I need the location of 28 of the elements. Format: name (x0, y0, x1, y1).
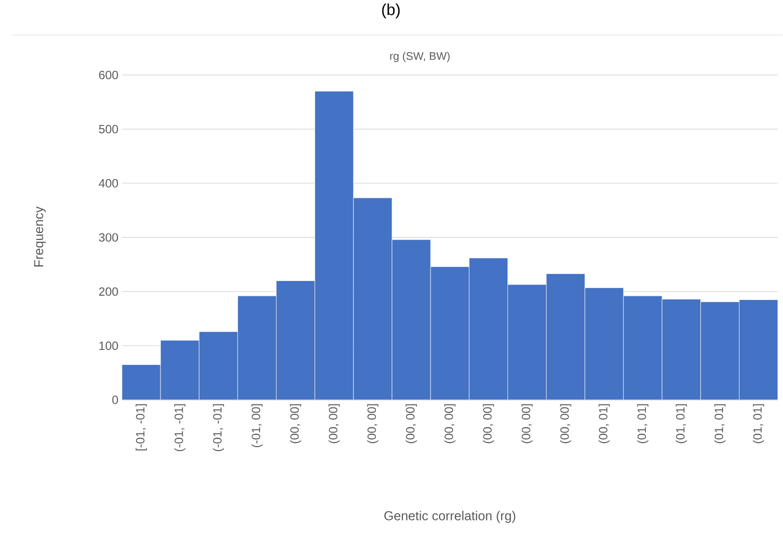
chart-title: (b) (382, 4, 400, 18)
chart-subtitle: rg (SW, BW) (390, 52, 450, 62)
x-tick-label: (00, 00] (444, 404, 456, 444)
y-tick-label: 0 (112, 396, 118, 404)
x-tick-label: (01, 01] (752, 404, 764, 444)
x-tick-label: (01, 01] (676, 404, 687, 444)
y-axis-title: Frequency (34, 206, 46, 267)
x-tick-label: (01, 01] (637, 404, 648, 444)
y-tick-label: 400 (98, 179, 118, 188)
x-tick-label: (00, 00] (328, 404, 340, 444)
x-tick-label: (-01, 00] (251, 404, 263, 448)
x-axis-title: Genetic correlation (rg) (384, 510, 516, 523)
y-tick-label: 500 (99, 124, 118, 134)
y-tick-label: 300 (98, 233, 118, 242)
x-tick-label: (00, 00] (367, 404, 378, 444)
x-tick-label: (00, 00] (406, 404, 417, 444)
x-tick-label: (00, 01] (598, 404, 610, 444)
x-tick-label: (00, 00] (482, 404, 494, 444)
x-tick-label: (00, 00] (290, 404, 302, 444)
y-tick-label: 600 (99, 70, 118, 80)
x-tick-label: (00, 00] (521, 404, 533, 444)
x-tick-label: [-01, -01] (136, 404, 147, 450)
x-tick-label: (-01, -01] (174, 404, 186, 452)
x-tick-label: (-01, -01] (212, 404, 224, 452)
x-tick-label: (00, 00] (560, 404, 572, 444)
x-tick-label: (01, 01] (714, 404, 726, 444)
y-tick-label: 200 (99, 287, 118, 296)
y-tick-label: 100 (99, 342, 118, 350)
